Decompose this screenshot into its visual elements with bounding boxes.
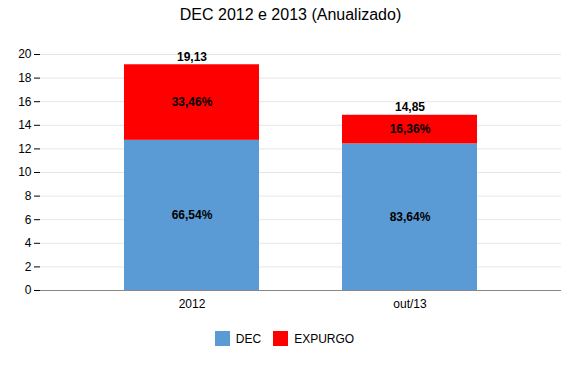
svg-text:8: 8 xyxy=(25,189,32,203)
svg-text:16,36%16.36: 16,36%16.36 xyxy=(390,122,431,136)
svg-text:2: 2 xyxy=(25,260,32,274)
svg-text:83,64%83.64: 83,64%83.64 xyxy=(390,210,431,224)
svg-text:16: 16 xyxy=(18,95,32,109)
html-text:EXPURGO: EXPURGO xyxy=(294,331,355,346)
svg-text:2012: 2012 xyxy=(179,297,206,311)
svg-text:18: 18 xyxy=(18,71,32,85)
svg-text:0: 0 xyxy=(25,283,32,297)
svg-text:66,54%66.54: 66,54%66.54 xyxy=(172,208,213,222)
svg-text:12: 12 xyxy=(18,142,32,156)
svg-text:20: 20 xyxy=(18,47,32,61)
svg-text:14,85: 14,85 xyxy=(395,100,425,114)
svg-text:19,13: 19,13 xyxy=(177,50,207,64)
svg-text:14: 14 xyxy=(18,118,32,132)
svg-text:out/13: out/13 xyxy=(393,297,427,311)
svg-text:33,46%33.46: 33,46%33.46 xyxy=(172,95,213,109)
html-text:DEC 2012 e 2013 (Anualizado): DEC 2012 e 2013 (Anualizado) xyxy=(179,6,402,23)
svg-text:6: 6 xyxy=(25,213,32,227)
svg-text:10: 10 xyxy=(18,165,32,179)
svg-text:4: 4 xyxy=(25,236,32,250)
html-text:DEC: DEC xyxy=(235,331,262,346)
